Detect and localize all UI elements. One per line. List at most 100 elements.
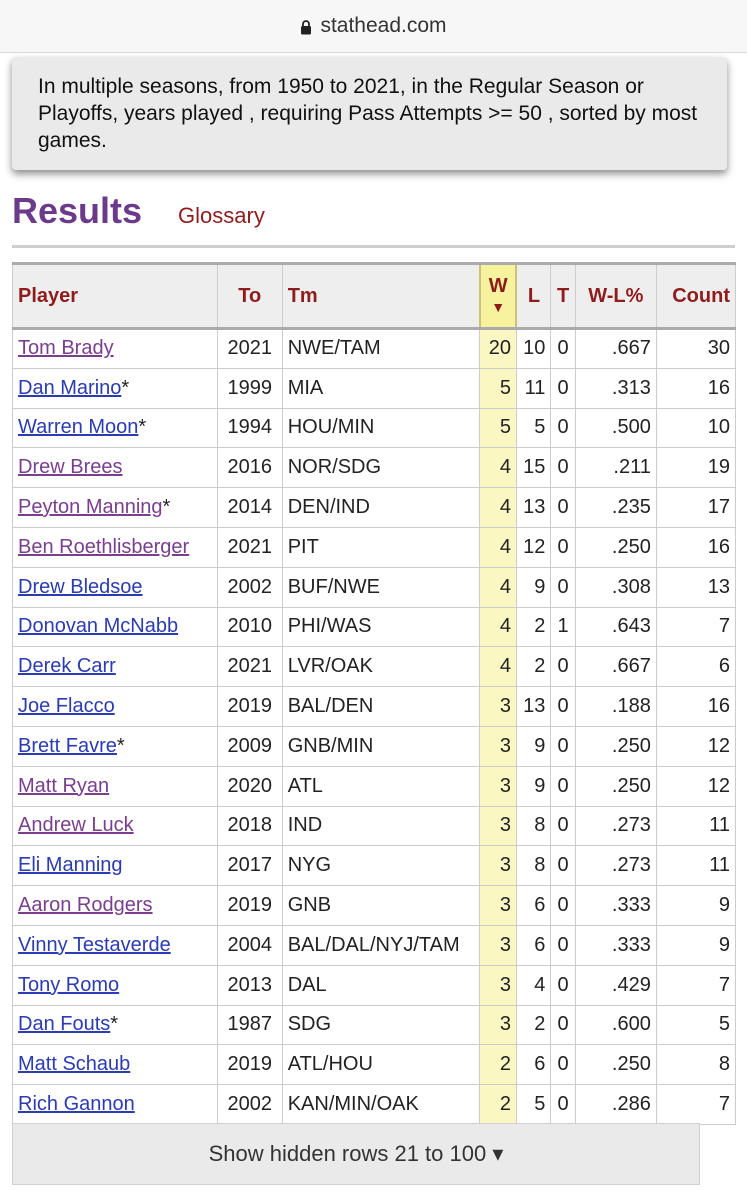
player-cell: Eli Manning <box>12 845 218 887</box>
player-cell: Vinny Testaverde <box>12 924 218 966</box>
to-cell: 2010 <box>216 606 283 648</box>
player-link[interactable]: Aaron Rodgers <box>18 894 153 917</box>
player-link[interactable]: Donovan McNabb <box>18 615 179 638</box>
hall-of-fame-marker: * <box>138 416 147 439</box>
player-link[interactable]: Tony Romo <box>18 973 120 996</box>
column-header-w-label: W <box>488 274 508 297</box>
wins-cell: 4 <box>479 447 517 489</box>
player-link[interactable]: Peyton Manning <box>18 496 163 519</box>
column-header-t[interactable]: T <box>550 262 576 330</box>
player-link[interactable]: Brett Favre <box>18 734 117 757</box>
player-link[interactable]: Matt Schaub <box>18 1053 131 1076</box>
table-row: Tom Brady 2021 NWE/TAM 20 10 0.667 30 <box>12 328 737 369</box>
to-cell: 2019 <box>216 1044 283 1086</box>
player-link[interactable]: Dan Fouts <box>18 1013 111 1036</box>
player-link[interactable]: Vinny Testaverde <box>18 933 171 956</box>
ties-cell: 0 <box>550 765 576 807</box>
wins-cell: 3 <box>479 924 517 966</box>
ties-cell: 0 <box>550 367 576 409</box>
win-loss-pct-cell: .500 <box>574 407 657 449</box>
ties-cell: 0 <box>550 686 576 727</box>
to-cell: 2019 <box>216 686 283 727</box>
losses-cell: 8 <box>515 805 552 847</box>
to-cell: 2002 <box>216 1084 283 1125</box>
ties-cell: 0 <box>550 328 576 369</box>
column-header-w[interactable]: W ▼ <box>478 262 518 330</box>
show-hidden-rows-button[interactable]: Show hidden rows 21 to 100 ▾ <box>12 1123 700 1185</box>
to-cell: 1999 <box>216 367 283 409</box>
count-cell: 17 <box>655 487 737 528</box>
to-cell: 2021 <box>216 526 283 568</box>
win-loss-pct-cell: .667 <box>574 328 657 369</box>
losses-cell: 4 <box>515 964 552 1006</box>
count-cell: 12 <box>655 725 737 767</box>
player-link[interactable]: Derek Carr <box>18 655 116 678</box>
table-row: Peyton Manning* 2014 DEN/IND 4 13 0.235 17 <box>12 487 737 528</box>
column-header-count[interactable]: Count <box>655 262 737 330</box>
search-summary: In multiple seasons, from 1950 to 2021, … <box>12 57 727 170</box>
player-link[interactable]: Matt Ryan <box>18 774 110 797</box>
win-loss-pct-cell: .667 <box>574 646 657 688</box>
team-cell: KAN/MIN/OAK <box>281 1084 481 1125</box>
divider <box>12 245 735 248</box>
player-link[interactable]: Drew Brees <box>18 456 123 479</box>
to-cell: 2016 <box>216 447 283 489</box>
table-row: Dan Marino* 1999 MIA 5 11 0.313 16 <box>12 367 737 409</box>
table-row: Matt Schaub 2019 ATL/HOU 2 6 0.250 8 <box>12 1044 737 1086</box>
player-link[interactable]: Dan Marino <box>18 376 122 399</box>
ties-cell: 0 <box>550 805 576 847</box>
table-row: Brett Favre* 2009 GNB/MIN 3 9 0.250 12 <box>12 725 737 767</box>
count-cell: 5 <box>655 1004 737 1046</box>
player-cell: Warren Moon* <box>12 407 218 449</box>
losses-cell: 10 <box>515 328 552 369</box>
losses-cell: 6 <box>515 924 552 966</box>
player-link[interactable]: Rich Gannon <box>18 1093 135 1116</box>
win-loss-pct-cell: .286 <box>574 1084 657 1125</box>
hall-of-fame-marker: * <box>116 734 125 757</box>
column-header-l[interactable]: L <box>515 262 552 330</box>
results-title: Results <box>12 190 143 231</box>
to-cell: 1987 <box>216 1004 283 1046</box>
player-cell: Brett Favre* <box>12 725 218 767</box>
losses-cell: 2 <box>515 646 552 688</box>
hall-of-fame-marker: * <box>121 376 130 399</box>
column-header-wl[interactable]: W-L% <box>574 262 657 330</box>
ties-cell: 0 <box>550 1084 576 1125</box>
player-cell: Drew Bledsoe <box>12 566 218 608</box>
to-cell: 2018 <box>216 805 283 847</box>
player-link[interactable]: Ben Roethlisberger <box>18 535 190 558</box>
player-cell: Aaron Rodgers <box>12 885 218 926</box>
count-cell: 16 <box>655 686 737 727</box>
team-cell: MIA <box>281 367 481 409</box>
table-header-row: Player To Tm W ▼ L T W-L% Count <box>12 262 737 330</box>
player-link[interactable]: Drew Bledsoe <box>18 575 143 598</box>
to-cell: 2021 <box>216 328 283 369</box>
player-cell: Tom Brady <box>12 328 218 369</box>
count-cell: 16 <box>655 367 737 409</box>
column-header-tm[interactable]: Tm <box>281 262 481 330</box>
win-loss-pct-cell: .235 <box>574 487 657 528</box>
to-cell: 2020 <box>216 765 283 807</box>
player-link[interactable]: Andrew Luck <box>18 814 134 837</box>
count-cell: 13 <box>655 566 737 608</box>
team-cell: HOU/MIN <box>281 407 481 449</box>
wins-cell: 4 <box>479 487 517 528</box>
table-row: Drew Bledsoe 2002 BUF/NWE 4 9 0.308 13 <box>12 566 737 608</box>
column-header-player[interactable]: Player <box>12 262 218 330</box>
win-loss-pct-cell: .333 <box>574 924 657 966</box>
player-link[interactable]: Joe Flacco <box>18 695 115 718</box>
player-cell: Donovan McNabb <box>12 606 218 648</box>
browser-address-bar[interactable]: stathead.com <box>0 0 747 53</box>
team-cell: PHI/WAS <box>281 606 481 648</box>
column-header-to[interactable]: To <box>216 262 283 330</box>
team-cell: IND <box>281 805 481 847</box>
player-link[interactable]: Warren Moon <box>18 416 139 439</box>
wins-cell: 3 <box>479 964 517 1006</box>
player-link[interactable]: Tom Brady <box>18 337 114 360</box>
table-row: Drew Brees 2016 NOR/SDG 4 15 0.211 19 <box>12 447 737 489</box>
team-cell: PIT <box>281 526 481 568</box>
glossary-link[interactable]: Glossary <box>178 203 265 228</box>
losses-cell: 2 <box>515 1004 552 1046</box>
player-link[interactable]: Eli Manning <box>18 854 123 877</box>
player-cell: Matt Ryan <box>12 765 218 807</box>
